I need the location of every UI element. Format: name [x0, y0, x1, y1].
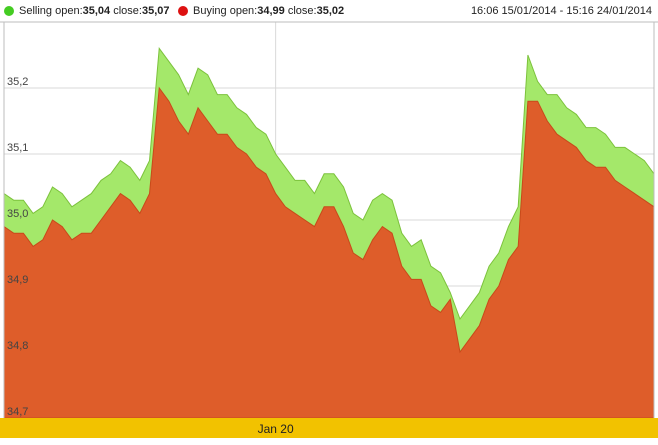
legend-buying-close-label: close: — [287, 5, 317, 17]
legend-selling-open-label: open: — [55, 5, 83, 17]
y-tick-label-0: 34,7 — [7, 406, 28, 418]
buying-dot-icon — [178, 6, 188, 16]
series-area-buying[interactable] — [3, 86, 655, 419]
chart-header: Selling open:35,04 close:35,07 Buying op… — [0, 0, 658, 22]
legend-selling[interactable]: Selling open:35,04 close:35,07 — [4, 5, 170, 17]
legend-buying-text: Buying open:34,99 close:35,02 — [193, 5, 344, 17]
legend-buying[interactable]: Buying open:34,99 close:35,02 — [178, 5, 344, 17]
legend-selling-open: 35,04 — [82, 5, 111, 17]
x-tick-label-0: Jan 20 — [258, 422, 294, 436]
y-tick-label-4: 35,1 — [7, 142, 28, 154]
selling-dot-icon — [4, 6, 14, 16]
legend-selling-text: Selling open:35,04 close:35,07 — [19, 5, 170, 17]
axes — [0, 21, 658, 418]
legend-buying-open: 34,99 — [257, 5, 285, 17]
y-tick-label-3: 35,0 — [7, 208, 28, 220]
y-tick-label-1: 34,8 — [7, 340, 28, 352]
legend-buying-label: Buying — [193, 5, 227, 17]
legend-buying-close: 35,02 — [316, 5, 345, 17]
y-tick-labels: 34,7 34,8 34,9 35,0 35,1 35,2 — [7, 76, 28, 418]
legend-buying-open-label: open: — [229, 5, 258, 17]
navigator-bar[interactable] — [0, 418, 658, 438]
legend-selling-close: 35,07 — [141, 5, 170, 17]
y-tick-label-2: 34,9 — [7, 274, 28, 286]
legend-selling-close-label: close: — [113, 5, 142, 17]
area-series — [3, 47, 655, 419]
time-navigator[interactable]: Jan 20 — [0, 418, 658, 438]
legend-selling-label: Selling — [19, 5, 53, 17]
date-range: 16:06 15/01/2014 - 15:16 24/01/2014 — [470, 5, 652, 17]
y-tick-label-5: 35,2 — [7, 76, 28, 88]
